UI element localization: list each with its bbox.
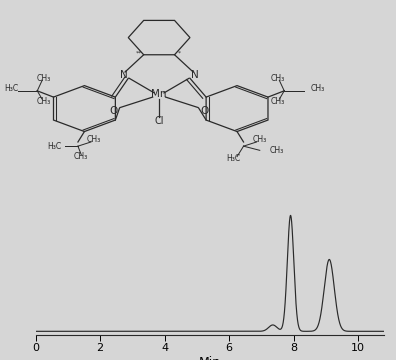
Text: CH₃: CH₃ bbox=[310, 84, 324, 93]
Text: H₃C: H₃C bbox=[227, 154, 241, 163]
Text: CH₃: CH₃ bbox=[74, 152, 88, 161]
Text: N: N bbox=[191, 70, 199, 80]
Text: H₃C: H₃C bbox=[48, 142, 62, 151]
Text: O: O bbox=[200, 106, 209, 116]
Text: CH₃: CH₃ bbox=[270, 146, 284, 155]
Text: CH₃: CH₃ bbox=[36, 97, 51, 106]
Text: **: ** bbox=[136, 50, 142, 55]
X-axis label: Min: Min bbox=[199, 356, 221, 360]
Text: CH₃: CH₃ bbox=[87, 135, 101, 144]
Text: H₃C: H₃C bbox=[4, 84, 18, 93]
Text: CH₃: CH₃ bbox=[36, 74, 51, 83]
Text: O: O bbox=[110, 106, 118, 116]
Text: CH₃: CH₃ bbox=[270, 74, 285, 83]
Text: *: * bbox=[178, 50, 181, 55]
Text: Mn: Mn bbox=[151, 89, 167, 99]
Text: CH₃: CH₃ bbox=[253, 135, 267, 144]
Text: Cl: Cl bbox=[154, 116, 164, 126]
Text: N: N bbox=[120, 70, 127, 80]
Text: CH₃: CH₃ bbox=[270, 97, 285, 106]
